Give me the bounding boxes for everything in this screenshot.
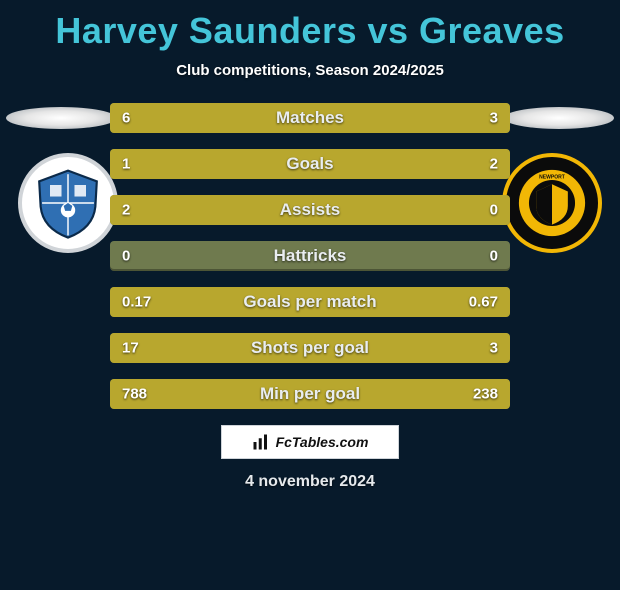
stat-value-right: 0.67 xyxy=(469,294,498,311)
stats-bars: 63Matches12Goals20Assists00Hattricks0.17… xyxy=(110,103,510,409)
stat-value-right: 238 xyxy=(473,386,498,403)
stat-value-right: 3 xyxy=(490,340,498,357)
stat-fill-left xyxy=(110,103,377,133)
player-shadow-right xyxy=(504,107,614,129)
newport-county-crest: NEWPORT xyxy=(502,153,602,253)
stat-value-right: 0 xyxy=(490,202,498,219)
shield-icon xyxy=(32,167,104,239)
stat-row: 173Shots per goal xyxy=(110,333,510,363)
player-shadow-left xyxy=(6,107,116,129)
stat-row: 0 0Hattricks xyxy=(110,241,510,271)
page-title: Harvey Saunders vs Greaves xyxy=(0,10,620,52)
stat-fill-right xyxy=(450,333,510,363)
stat-row: 12Goals xyxy=(110,149,510,179)
tranmere-rovers-crest xyxy=(18,153,118,253)
svg-text:NEWPORT: NEWPORT xyxy=(539,175,566,181)
stat-fill-right xyxy=(243,149,510,179)
stat-row: 0.170.67Goals per match xyxy=(110,287,510,317)
stat-value-left: 0.17 xyxy=(122,294,151,311)
stat-fill-left xyxy=(110,195,510,225)
chart-icon xyxy=(252,433,270,451)
stat-fill-left xyxy=(110,379,417,409)
stat-fill-left xyxy=(110,333,450,363)
stat-value-right: 3 xyxy=(490,110,498,127)
stat-value-right: 2 xyxy=(490,156,498,173)
stat-fill-right xyxy=(191,287,510,317)
comparison-panel: NEWPORT 63Matches12Goals20Assists00Hattr… xyxy=(0,103,620,491)
stat-row: 63Matches xyxy=(110,103,510,133)
stat-row: 788238Min per goal xyxy=(110,379,510,409)
stat-value-left: 0 xyxy=(122,248,130,265)
stat-value-left: 1 xyxy=(122,156,130,173)
fctables-logo: FcTables.com xyxy=(221,425,399,459)
stat-value-left: 17 xyxy=(122,340,139,357)
stat-row: 20Assists xyxy=(110,195,510,225)
stat-value-left: 2 xyxy=(122,202,130,219)
subtitle: Club competitions, Season 2024/2025 xyxy=(0,62,620,79)
stat-label: Hattricks xyxy=(110,246,510,266)
date-label: 4 november 2024 xyxy=(10,473,610,491)
stat-value-left: 788 xyxy=(122,386,147,403)
brand-text: FcTables.com xyxy=(276,434,369,450)
stat-value-right: 0 xyxy=(490,248,498,265)
stat-value-left: 6 xyxy=(122,110,130,127)
badge-icon: NEWPORT xyxy=(516,167,588,239)
